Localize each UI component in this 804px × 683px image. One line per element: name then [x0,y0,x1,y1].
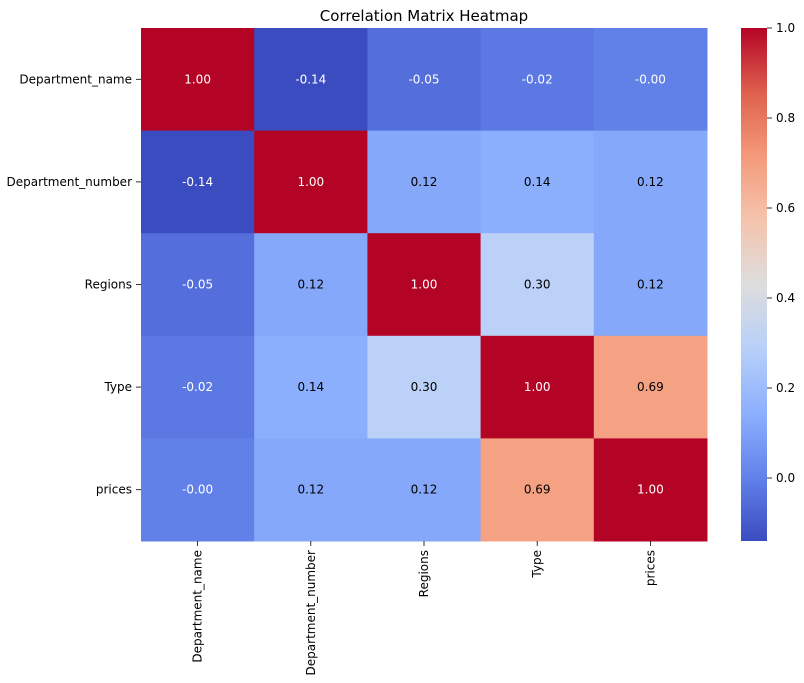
cell-value-label: 1.00 [297,175,324,189]
colorbar-gradient [741,28,767,541]
heatmap-cell [593,233,708,337]
heatmap-cell [254,233,368,337]
colorbar: 0.0 0.2 0.4 0.6 0.8 1.0 [741,21,795,541]
cell-value-label: 0.14 [297,380,324,394]
heatmap-cell [480,28,595,132]
cell-value-label: 0.12 [297,278,324,292]
heatmap-cell [367,438,482,542]
cell-value-label: -0.05 [408,72,439,86]
cell-value-label: -0.05 [182,278,213,292]
heatmap-cell [141,130,255,234]
colorbar-tick-label: 0.0 [776,471,795,485]
heatmap-cell [141,335,255,439]
y-tick-label: Regions [85,278,132,292]
cell-value-label: 0.69 [637,380,664,394]
colorbar-tick-label: 0.6 [776,201,795,215]
cell-value-label: 0.12 [297,483,324,497]
heatmap-cell [141,233,255,337]
cell-annotations: 1.00 -0.14 -0.05 -0.02 -0.00 -0.14 1.00 0.12 0.1… [182,72,666,496]
heatmap-cell [593,335,708,439]
heatmap-cell [367,335,482,439]
colorbar-tick-label: 0.2 [776,381,795,395]
heatmap-cell [480,233,595,337]
cell-value-label: 1.00 [411,278,438,292]
heatmap-cell [254,335,368,439]
heatmap-cell [480,335,595,439]
cell-value-label: 0.69 [524,483,551,497]
y-tick-label: prices [96,483,132,497]
heatmap-cell [367,130,482,234]
cell-value-label: 1.00 [184,72,211,86]
x-axis-labels: Department_name Department_number Regions T… [191,541,657,676]
cell-value-label: 1.00 [637,483,664,497]
heatmap-cell [141,438,255,542]
cell-value-label: -0.14 [182,175,213,189]
cell-value-label: -0.00 [182,483,213,497]
cell-value-label: -0.02 [522,72,553,86]
y-tick-label: Department_number [7,175,133,189]
cell-value-label: -0.00 [635,72,666,86]
cell-value-label: 0.14 [524,175,551,189]
heatmap-cell [593,28,708,132]
colorbar-tick-label: 0.8 [776,111,795,125]
heatmap-cell [254,28,368,132]
y-axis-labels: Department_name Department_number Regions T… [7,72,141,497]
heatmap-cell [480,438,595,542]
heatmap-cell [367,233,482,337]
cell-value-label: -0.14 [295,72,326,86]
heatmap-cell [254,130,368,234]
colorbar-tick-label: 0.4 [776,291,795,305]
cell-value-label: 0.30 [411,380,438,394]
heatmap-cell [480,130,595,234]
cell-value-label: 1.00 [524,380,551,394]
heatmap-cell [593,130,708,234]
x-tick-label: prices [643,550,657,586]
chart-title: Correlation Matrix Heatmap [320,7,528,25]
x-tick-label: Department_name [191,550,205,663]
cell-value-label: 0.12 [411,175,438,189]
heatmap-cells [141,28,708,542]
y-tick-label: Type [103,380,132,394]
heatmap-cell [141,28,255,132]
heatmap-cell [254,438,368,542]
cell-value-label: 0.30 [524,278,551,292]
cell-value-label: 0.12 [637,175,664,189]
x-tick-label: Department_number [304,550,318,676]
x-tick-label: Regions [417,550,431,597]
cell-value-label: 0.12 [411,483,438,497]
heatmap-cell [367,28,482,132]
x-tick-label: Type [530,550,544,579]
y-tick-label: Department_name [19,72,132,86]
cell-value-label: -0.02 [182,380,213,394]
cell-value-label: 0.12 [637,278,664,292]
heatmap-cell [593,438,708,542]
colorbar-tick-label: 1.0 [776,21,795,35]
